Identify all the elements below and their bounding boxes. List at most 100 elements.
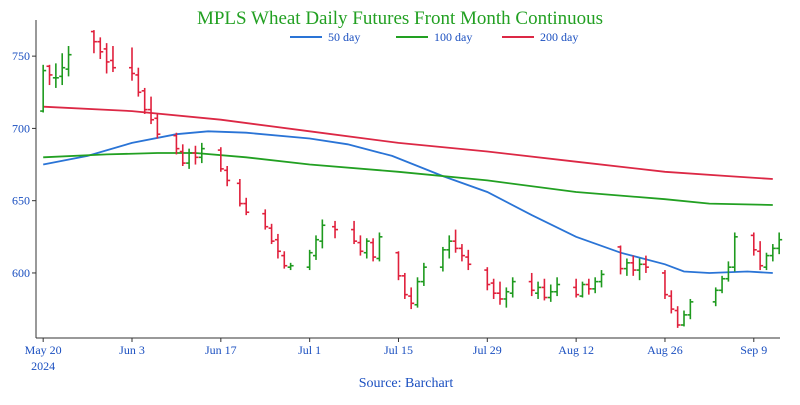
ohlc-bar — [598, 270, 605, 288]
ohlc-bar — [236, 179, 243, 207]
ohlc-bar — [40, 64, 47, 113]
ohlc-bar — [186, 148, 193, 169]
ohlc-bar — [541, 278, 548, 301]
ohlc-bar — [763, 252, 770, 271]
ohlc-bar — [65, 46, 72, 77]
ohlc-bar — [712, 287, 719, 307]
ohlc-bar — [661, 270, 668, 299]
ohlc-bar — [439, 246, 446, 272]
ohlc-bar — [376, 232, 383, 262]
ohlc-bar — [497, 281, 503, 305]
ohlc-bar — [668, 290, 675, 314]
ohlc-bar — [465, 249, 472, 271]
series-line-ma100 — [43, 152, 773, 206]
ohlc-bars — [40, 30, 783, 328]
ohlc-bar — [90, 30, 97, 54]
ohlc-bar — [59, 53, 66, 86]
ohlc-bar — [681, 310, 687, 327]
ohlc-bar — [363, 238, 370, 259]
ohlc-bar — [769, 244, 776, 262]
ohlc-bar — [287, 262, 294, 271]
ohlc-bar — [509, 277, 516, 298]
ohlc-bar — [636, 258, 643, 281]
chart-title: MPLS Wheat Daily Futures Front Month Con… — [197, 8, 603, 29]
x-axis-ticks: May 20 2024 Jun 3 Jun 17 Jul 1 Jul 15 Jul 29 Au… — [25, 338, 767, 373]
ohlc-bar — [585, 278, 592, 295]
ohlc-bar — [458, 244, 465, 262]
ohlc-bar — [224, 165, 231, 187]
ohlc-bar — [313, 235, 319, 260]
ohlc-bar — [757, 241, 764, 271]
ohlc-bar — [725, 261, 732, 282]
ohlc-bar — [414, 277, 421, 308]
ohlc-bar — [97, 37, 104, 60]
ohlc-bar — [103, 43, 110, 74]
ohlc-bar — [408, 287, 415, 310]
ohlc-bar — [484, 267, 491, 291]
ohlc-bar — [173, 132, 180, 155]
ohlc-bar — [731, 232, 738, 272]
x-tick-sublabel: 2024 — [31, 359, 55, 373]
legend-label-ma200: 200 day — [540, 30, 578, 44]
ohlc-bar — [109, 46, 116, 73]
y-tick-label: 650 — [12, 194, 30, 208]
ohlc-bar — [217, 147, 224, 172]
y-tick-label: 600 — [12, 266, 30, 280]
x-tick-label: Jul 15 — [384, 343, 413, 357]
ohlc-bar — [243, 197, 250, 216]
ohlc-bar — [687, 298, 694, 320]
ohlc-bar — [401, 272, 408, 299]
x-tick-label: Aug 12 — [558, 343, 594, 357]
ohlc-bar — [370, 238, 377, 262]
ohlc-bar — [750, 232, 757, 256]
ohlc-bar — [776, 232, 783, 255]
legend-label-ma100: 100 day — [434, 30, 472, 44]
ohlc-bar — [319, 219, 326, 249]
ohlc-bar — [141, 87, 148, 114]
y-axis-ticks: 600 650 700 750 — [12, 49, 36, 280]
ohlc-bar — [332, 220, 339, 239]
ohlc-bar — [630, 255, 637, 276]
ohlc-bar — [192, 145, 199, 165]
ohlc-bar — [573, 278, 580, 298]
ohlc-bar — [129, 47, 135, 81]
ohlc-bar — [52, 63, 59, 88]
ohlc-bar — [623, 258, 630, 276]
ohlc-bar — [268, 223, 275, 245]
x-tick-label: May 20 — [25, 343, 62, 357]
x-tick-label: Jun 17 — [205, 343, 237, 357]
legend-label-ma50: 50 day — [328, 30, 360, 44]
x-tick-label: Jul 29 — [473, 343, 502, 357]
ohlc-bar — [281, 251, 288, 269]
x-tick-label: Aug 26 — [647, 343, 683, 357]
ohlc-bar — [357, 235, 364, 256]
ohlc-bar — [274, 233, 281, 259]
ohlc-bar — [579, 281, 586, 298]
ohlc-bar — [719, 275, 726, 294]
ohlc-bar — [154, 113, 161, 139]
ohlc-bar — [306, 249, 313, 271]
ohlc-bar — [535, 281, 542, 299]
moving-average-lines — [43, 105, 773, 274]
ohlc-bar — [262, 209, 269, 230]
ohlc-bar — [452, 229, 459, 253]
ohlc-bar — [446, 235, 453, 259]
ohlc-bar — [490, 278, 497, 299]
ohlc-bar — [198, 142, 205, 164]
series-line-ma200 — [43, 105, 773, 180]
ohlc-bar — [592, 277, 599, 294]
chart-legend: 50 day 100 day 200 day — [290, 30, 578, 44]
ohlc-bar — [674, 306, 681, 328]
ohlc-bar — [148, 96, 155, 125]
ohlc-bar — [351, 220, 358, 245]
ohlc-bar — [46, 64, 53, 86]
ohlc-bar — [395, 251, 402, 281]
y-tick-label: 750 — [12, 49, 30, 63]
x-tick-label: Sep 9 — [740, 343, 767, 357]
ohlc-bar — [179, 144, 186, 166]
x-tick-label: Jun 3 — [119, 343, 145, 357]
ohlc-bar — [503, 287, 510, 308]
ohlc-bar — [547, 284, 554, 302]
